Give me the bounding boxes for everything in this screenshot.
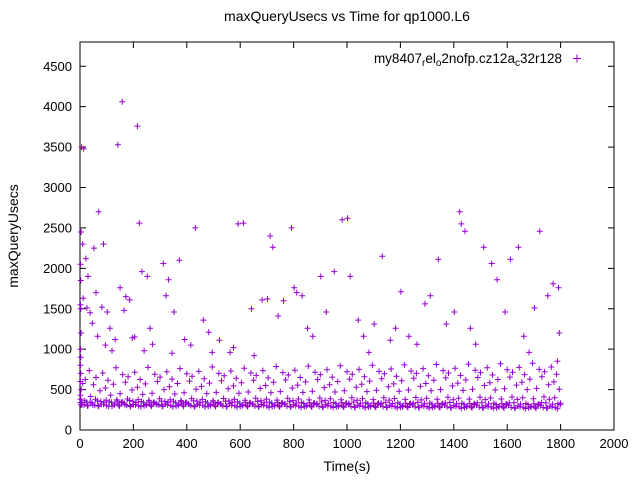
x-tick-label: 1400 — [439, 436, 468, 451]
y-tick-label: 4500 — [43, 59, 72, 74]
x-tick-label: 1000 — [333, 436, 362, 451]
y-tick-label: 1500 — [43, 301, 72, 316]
x-tick-label: 1200 — [386, 436, 415, 451]
legend-label: my8407relo2nofp.cz12ac32r128 — [374, 51, 562, 69]
y-tick-label: 3500 — [43, 140, 72, 155]
axes: 0 200 400 600 800 1000 1200 1400 1600 1800 2000 0 50… — [43, 41, 629, 451]
x-tick-label: 0 — [76, 436, 83, 451]
y-tick-label: 4000 — [43, 99, 72, 114]
y-tick-label: 1000 — [43, 342, 72, 357]
x-tick-label: 1600 — [493, 436, 522, 451]
x-tick-label: 1800 — [546, 436, 575, 451]
x-tick-label: 600 — [229, 436, 251, 451]
x-tick-label: 2000 — [600, 436, 629, 451]
legend-marker — [573, 54, 581, 63]
y-tick-label: 2500 — [43, 220, 72, 235]
x-tick-label: 400 — [176, 436, 198, 451]
y-tick-label: 2000 — [43, 261, 72, 276]
data-points — [77, 98, 564, 412]
y-tick-label: 0 — [65, 423, 72, 438]
y-tick-label: 500 — [50, 382, 72, 397]
y-axis-label: maxQueryUsecs — [5, 184, 21, 287]
chart-title: maxQueryUsecs vs Time for qp1000.L6 — [224, 8, 470, 24]
series-points — [77, 98, 564, 412]
legend: my8407relo2nofp.cz12ac32r128 — [374, 51, 581, 69]
x-tick-label: 800 — [283, 436, 305, 451]
x-axis-label: Time(s) — [324, 458, 371, 474]
x-tick-label: 200 — [123, 436, 145, 451]
y-tick-label: 3000 — [43, 180, 72, 195]
